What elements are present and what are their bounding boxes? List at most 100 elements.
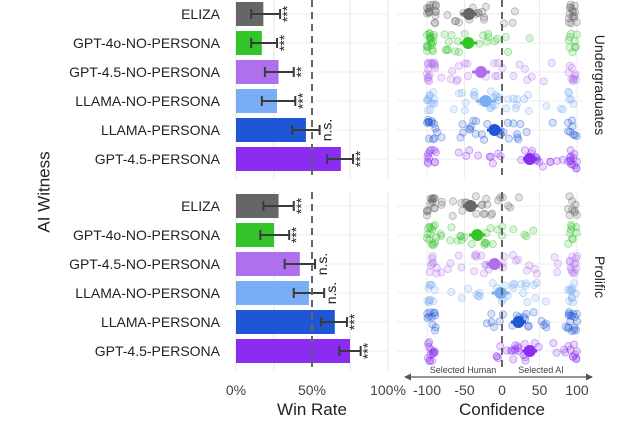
confidence-jitter-point bbox=[450, 17, 459, 26]
confidence-jitter-point bbox=[527, 72, 536, 81]
confidence-jitter-point bbox=[567, 19, 576, 28]
confidence-jitter-point bbox=[430, 99, 439, 108]
confidence-jitter-point bbox=[425, 147, 434, 156]
confidence-mean-point bbox=[463, 8, 475, 20]
confidence-jitter-point bbox=[428, 349, 437, 358]
confidence-jitter-point bbox=[570, 323, 579, 332]
confidence-jitter-point bbox=[491, 72, 500, 81]
confidence-jitter-point bbox=[429, 222, 438, 231]
confidence-jitter-point bbox=[454, 251, 463, 260]
confidence-jitter-point bbox=[535, 157, 544, 166]
confidence-jitter-point bbox=[432, 128, 441, 137]
confidence-jitter-point bbox=[569, 269, 578, 278]
confidence-jitter-point bbox=[566, 146, 575, 155]
confidence-jitter-point bbox=[471, 192, 480, 201]
confidence-jitter-point bbox=[550, 253, 559, 262]
confidence-jitter-point bbox=[568, 267, 577, 276]
confidence-jitter-point bbox=[566, 263, 575, 272]
confidence-jitter-point bbox=[437, 73, 446, 82]
category-label-llama-no-persona: LLAMA-NO-PERSONA bbox=[75, 285, 220, 301]
confidence-jitter-point bbox=[428, 60, 437, 69]
confidence-jitter-point bbox=[487, 210, 496, 219]
category-label-llama-persona: LLAMA-PERSONA bbox=[101, 122, 221, 138]
confidence-jitter-point bbox=[426, 261, 435, 270]
confidence-jitter-point bbox=[568, 48, 577, 57]
confidence-jitter-point bbox=[515, 60, 524, 69]
confidence-jitter-point bbox=[466, 122, 475, 131]
confidence-jitter-point bbox=[570, 131, 579, 140]
confidence-jitter-point bbox=[509, 355, 518, 364]
selected-ai-label: Selected AI bbox=[518, 365, 564, 375]
confidence-jitter-point bbox=[457, 232, 466, 241]
confidence-jitter-point bbox=[565, 308, 574, 317]
confidence-jitter-point bbox=[520, 64, 529, 73]
confidence-mean-point bbox=[488, 124, 501, 136]
confidence-jitter-point bbox=[458, 206, 467, 215]
confidence-jitter-point bbox=[572, 228, 581, 237]
confidence-jitter-point bbox=[465, 146, 474, 155]
confidence-jitter-point bbox=[426, 345, 435, 354]
confidence-jitter-point bbox=[422, 4, 431, 13]
confidence-jitter-point bbox=[507, 346, 516, 355]
confidence-jitter-point bbox=[472, 117, 481, 126]
confidence-jitter-point bbox=[504, 201, 513, 210]
confidence-jitter-point bbox=[449, 105, 458, 114]
confidence-jitter-point bbox=[567, 75, 576, 84]
confidence-jitter-point bbox=[509, 225, 518, 234]
confidence-jitter-point bbox=[431, 124, 440, 133]
confidence-jitter-point bbox=[429, 0, 438, 9]
confidence-jitter-point bbox=[522, 279, 531, 288]
confidence-jitter-point bbox=[459, 128, 468, 137]
category-label-eliza: ELIZA bbox=[181, 6, 221, 22]
significance-label: ** bbox=[293, 66, 309, 77]
facet-label-prolific: Prolific bbox=[592, 256, 608, 298]
category-label-gpt-4-5-persona: GPT-4.5-PERSONA bbox=[95, 151, 221, 167]
confidence-jitter-point bbox=[571, 70, 580, 79]
confidence-jitter-point bbox=[566, 317, 575, 326]
confidence-jitter-point bbox=[441, 46, 450, 55]
confidence-jitter-point bbox=[513, 133, 522, 142]
confidence-jitter-point bbox=[570, 350, 579, 359]
confidence-jitter-point bbox=[422, 46, 431, 55]
confidence-jitter-point bbox=[568, 286, 577, 295]
confidence-jitter-point bbox=[539, 77, 548, 86]
confidence-jitter-point bbox=[427, 39, 436, 48]
confidence-jitter-point bbox=[568, 12, 577, 21]
confidence-jitter-point bbox=[452, 77, 461, 86]
confidence-jitter-point bbox=[478, 7, 487, 16]
confidence-jitter-point bbox=[493, 34, 502, 43]
confidence-jitter-point bbox=[447, 223, 456, 232]
confidence-jitter-point bbox=[424, 339, 433, 348]
confidence-jitter-point bbox=[423, 230, 432, 239]
confidence-jitter-point bbox=[464, 284, 473, 293]
confidence-jitter-point bbox=[572, 347, 581, 356]
confidence-jitter-point bbox=[424, 298, 433, 307]
confidence-jitter-point bbox=[457, 235, 466, 244]
confidence-jitter-point bbox=[571, 254, 580, 263]
confidence-jitter-point bbox=[564, 323, 573, 332]
confidence-jitter-point bbox=[486, 224, 495, 233]
confidence-mean-point bbox=[479, 95, 492, 107]
significance-label: *** bbox=[288, 226, 304, 243]
confidence-jitter-point bbox=[428, 47, 437, 56]
confidence-jitter-point bbox=[437, 232, 446, 241]
confidence-jitter-point bbox=[532, 269, 541, 278]
confidence-jitter-point bbox=[568, 122, 577, 131]
confidence-jitter-point bbox=[564, 127, 573, 136]
confidence-jitter-point bbox=[524, 90, 533, 99]
confidence-jitter-point bbox=[430, 158, 439, 167]
confidence-jitter-point bbox=[483, 37, 492, 46]
confidence-jitter-point bbox=[425, 30, 434, 39]
confidence-jitter-point bbox=[429, 349, 438, 358]
confidence-jitter-point bbox=[566, 345, 575, 354]
confidence-jitter-point bbox=[549, 339, 558, 348]
confidence-jitter-point bbox=[570, 206, 579, 215]
confidence-jitter-point bbox=[422, 118, 431, 127]
confidence-jitter-point bbox=[426, 230, 435, 239]
confidence-jitter-point bbox=[565, 9, 574, 18]
confidence-jitter-point bbox=[546, 157, 555, 166]
confidence-jitter-point bbox=[571, 43, 580, 52]
confidence-jitter-point bbox=[484, 32, 493, 41]
confidence-mean-point bbox=[462, 37, 475, 49]
